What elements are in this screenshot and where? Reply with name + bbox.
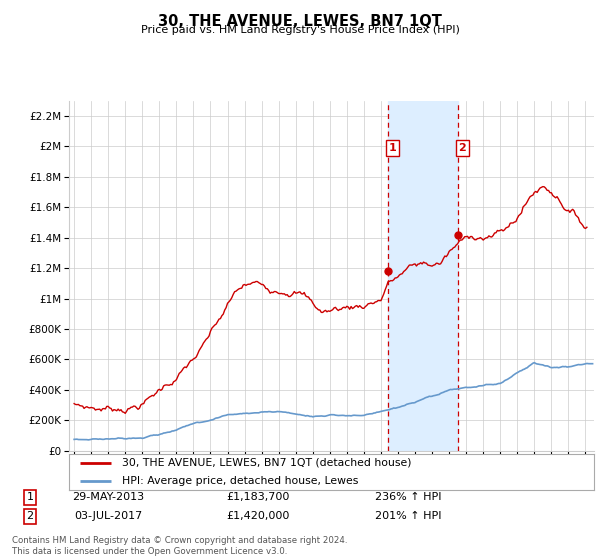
Text: 30, THE AVENUE, LEWES, BN7 1QT (detached house): 30, THE AVENUE, LEWES, BN7 1QT (detached…	[121, 458, 411, 468]
Text: 2: 2	[458, 143, 466, 153]
Text: 29-MAY-2013: 29-MAY-2013	[72, 492, 144, 502]
Text: Price paid vs. HM Land Registry's House Price Index (HPI): Price paid vs. HM Land Registry's House …	[140, 25, 460, 35]
Text: £1,420,000: £1,420,000	[226, 511, 290, 521]
Text: Contains HM Land Registry data © Crown copyright and database right 2024.
This d: Contains HM Land Registry data © Crown c…	[12, 536, 347, 556]
Text: HPI: Average price, detached house, Lewes: HPI: Average price, detached house, Lewe…	[121, 476, 358, 486]
Text: 1: 1	[26, 492, 34, 502]
Text: £1,183,700: £1,183,700	[226, 492, 290, 502]
Bar	[388, 101, 458, 451]
Text: 1: 1	[389, 143, 397, 153]
Text: 236% ↑ HPI: 236% ↑ HPI	[375, 492, 441, 502]
Text: 201% ↑ HPI: 201% ↑ HPI	[375, 511, 441, 521]
Text: 30, THE AVENUE, LEWES, BN7 1QT: 30, THE AVENUE, LEWES, BN7 1QT	[158, 14, 442, 29]
Text: 2: 2	[26, 511, 34, 521]
Text: 03-JUL-2017: 03-JUL-2017	[74, 511, 142, 521]
